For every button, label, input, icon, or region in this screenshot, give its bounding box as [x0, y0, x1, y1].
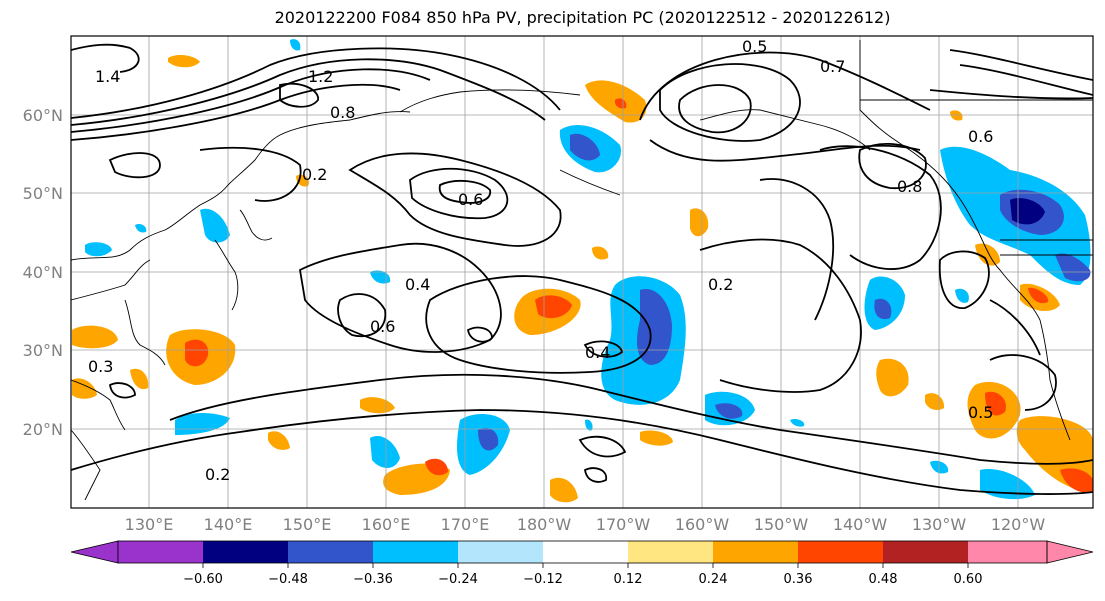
colorbar-segment — [883, 541, 968, 563]
colorbar-tick-label: −0.24 — [438, 572, 478, 587]
lon-label: 170°E — [441, 515, 490, 534]
contour-label: 0.6 — [458, 190, 483, 209]
map-title: 2020122200 F084 850 hPa PV, precipitatio… — [274, 8, 891, 27]
colorbar-segment — [543, 541, 628, 563]
precipitation-shading — [72, 39, 1093, 503]
plot-border — [70, 35, 1094, 509]
colorbar-segment — [968, 541, 1047, 563]
colorbar-segment — [203, 541, 288, 563]
lon-label: 160°W — [675, 515, 730, 534]
longitude-labels: 130°E 140°E 150°E 160°E 170°E 180°W 170°… — [125, 515, 1046, 534]
contour-label: 0.5 — [968, 403, 993, 422]
lon-label: 150°E — [283, 515, 332, 534]
contour-label: 0.2 — [302, 165, 327, 184]
contour-label: 0.6 — [370, 317, 395, 336]
contour-label: 1.2 — [308, 67, 333, 86]
colorbar-tick-label: −0.12 — [523, 572, 563, 587]
colorbar-tick-label: −0.36 — [353, 572, 393, 587]
colorbar-segment — [458, 541, 543, 563]
lat-label: 50°N — [23, 184, 63, 203]
lat-label: 60°N — [23, 106, 63, 125]
lon-label: 140°W — [833, 515, 888, 534]
contour-label: 0.5 — [742, 37, 767, 56]
contour-label: 0.8 — [330, 103, 355, 122]
colorbar-extend-high — [1046, 540, 1094, 564]
contour-label: 0.7 — [820, 57, 845, 76]
colorbar-tick-label: 0.36 — [784, 572, 813, 587]
contour-label: 0.2 — [708, 275, 733, 294]
colorbar-segment — [713, 541, 798, 563]
lat-label: 40°N — [23, 263, 63, 282]
coastlines — [71, 40, 1093, 501]
colorbar-segment — [373, 541, 458, 563]
colorbar-segment — [288, 541, 373, 563]
colorbar-segment — [628, 541, 713, 563]
contour-label: 0.4 — [585, 343, 610, 362]
colorbar-segment — [118, 541, 203, 563]
colorbar-tick-label: 0.60 — [954, 572, 983, 587]
lon-label: 130°E — [125, 515, 174, 534]
lon-label: 140°E — [204, 515, 253, 534]
lon-label: 170°W — [596, 515, 651, 534]
lat-label: 20°N — [23, 420, 63, 439]
lon-label: 160°E — [362, 515, 411, 534]
colorbar-tick-label: −0.48 — [268, 572, 308, 587]
colorbar: −0.60 −0.48 −0.36 −0.24 −0.12 0.12 0.24 … — [70, 540, 1094, 587]
contour-label: 0.8 — [897, 177, 922, 196]
colorbar-tick-label: 0.24 — [699, 572, 728, 587]
lat-label: 30°N — [23, 341, 63, 360]
pv-contours — [71, 43, 1093, 495]
contour-label: 0.6 — [968, 127, 993, 146]
contour-labels: 1.4 1.2 0.8 0.5 0.6 0.2 0.4 0.6 0.3 0.4 … — [88, 37, 993, 484]
contour-label: 0.2 — [205, 465, 230, 484]
colorbar-tick-label: −0.60 — [183, 572, 223, 587]
graticule — [71, 36, 1093, 508]
lon-label: 150°W — [754, 515, 809, 534]
contour-label: 0.3 — [88, 357, 113, 376]
colorbar-extend-low — [70, 540, 119, 564]
colorbar-tick-label: 0.48 — [869, 572, 898, 587]
contour-label: 0.4 — [405, 275, 430, 294]
colorbar-tick-label: 0.12 — [614, 572, 643, 587]
lon-label: 130°W — [912, 515, 967, 534]
colorbar-segment — [798, 541, 883, 563]
lon-label: 120°W — [991, 515, 1046, 534]
latitude-labels: 60°N 50°N 40°N 30°N 20°N — [23, 106, 63, 439]
contour-label: 1.4 — [95, 67, 120, 86]
lon-label: 180°W — [517, 515, 572, 534]
